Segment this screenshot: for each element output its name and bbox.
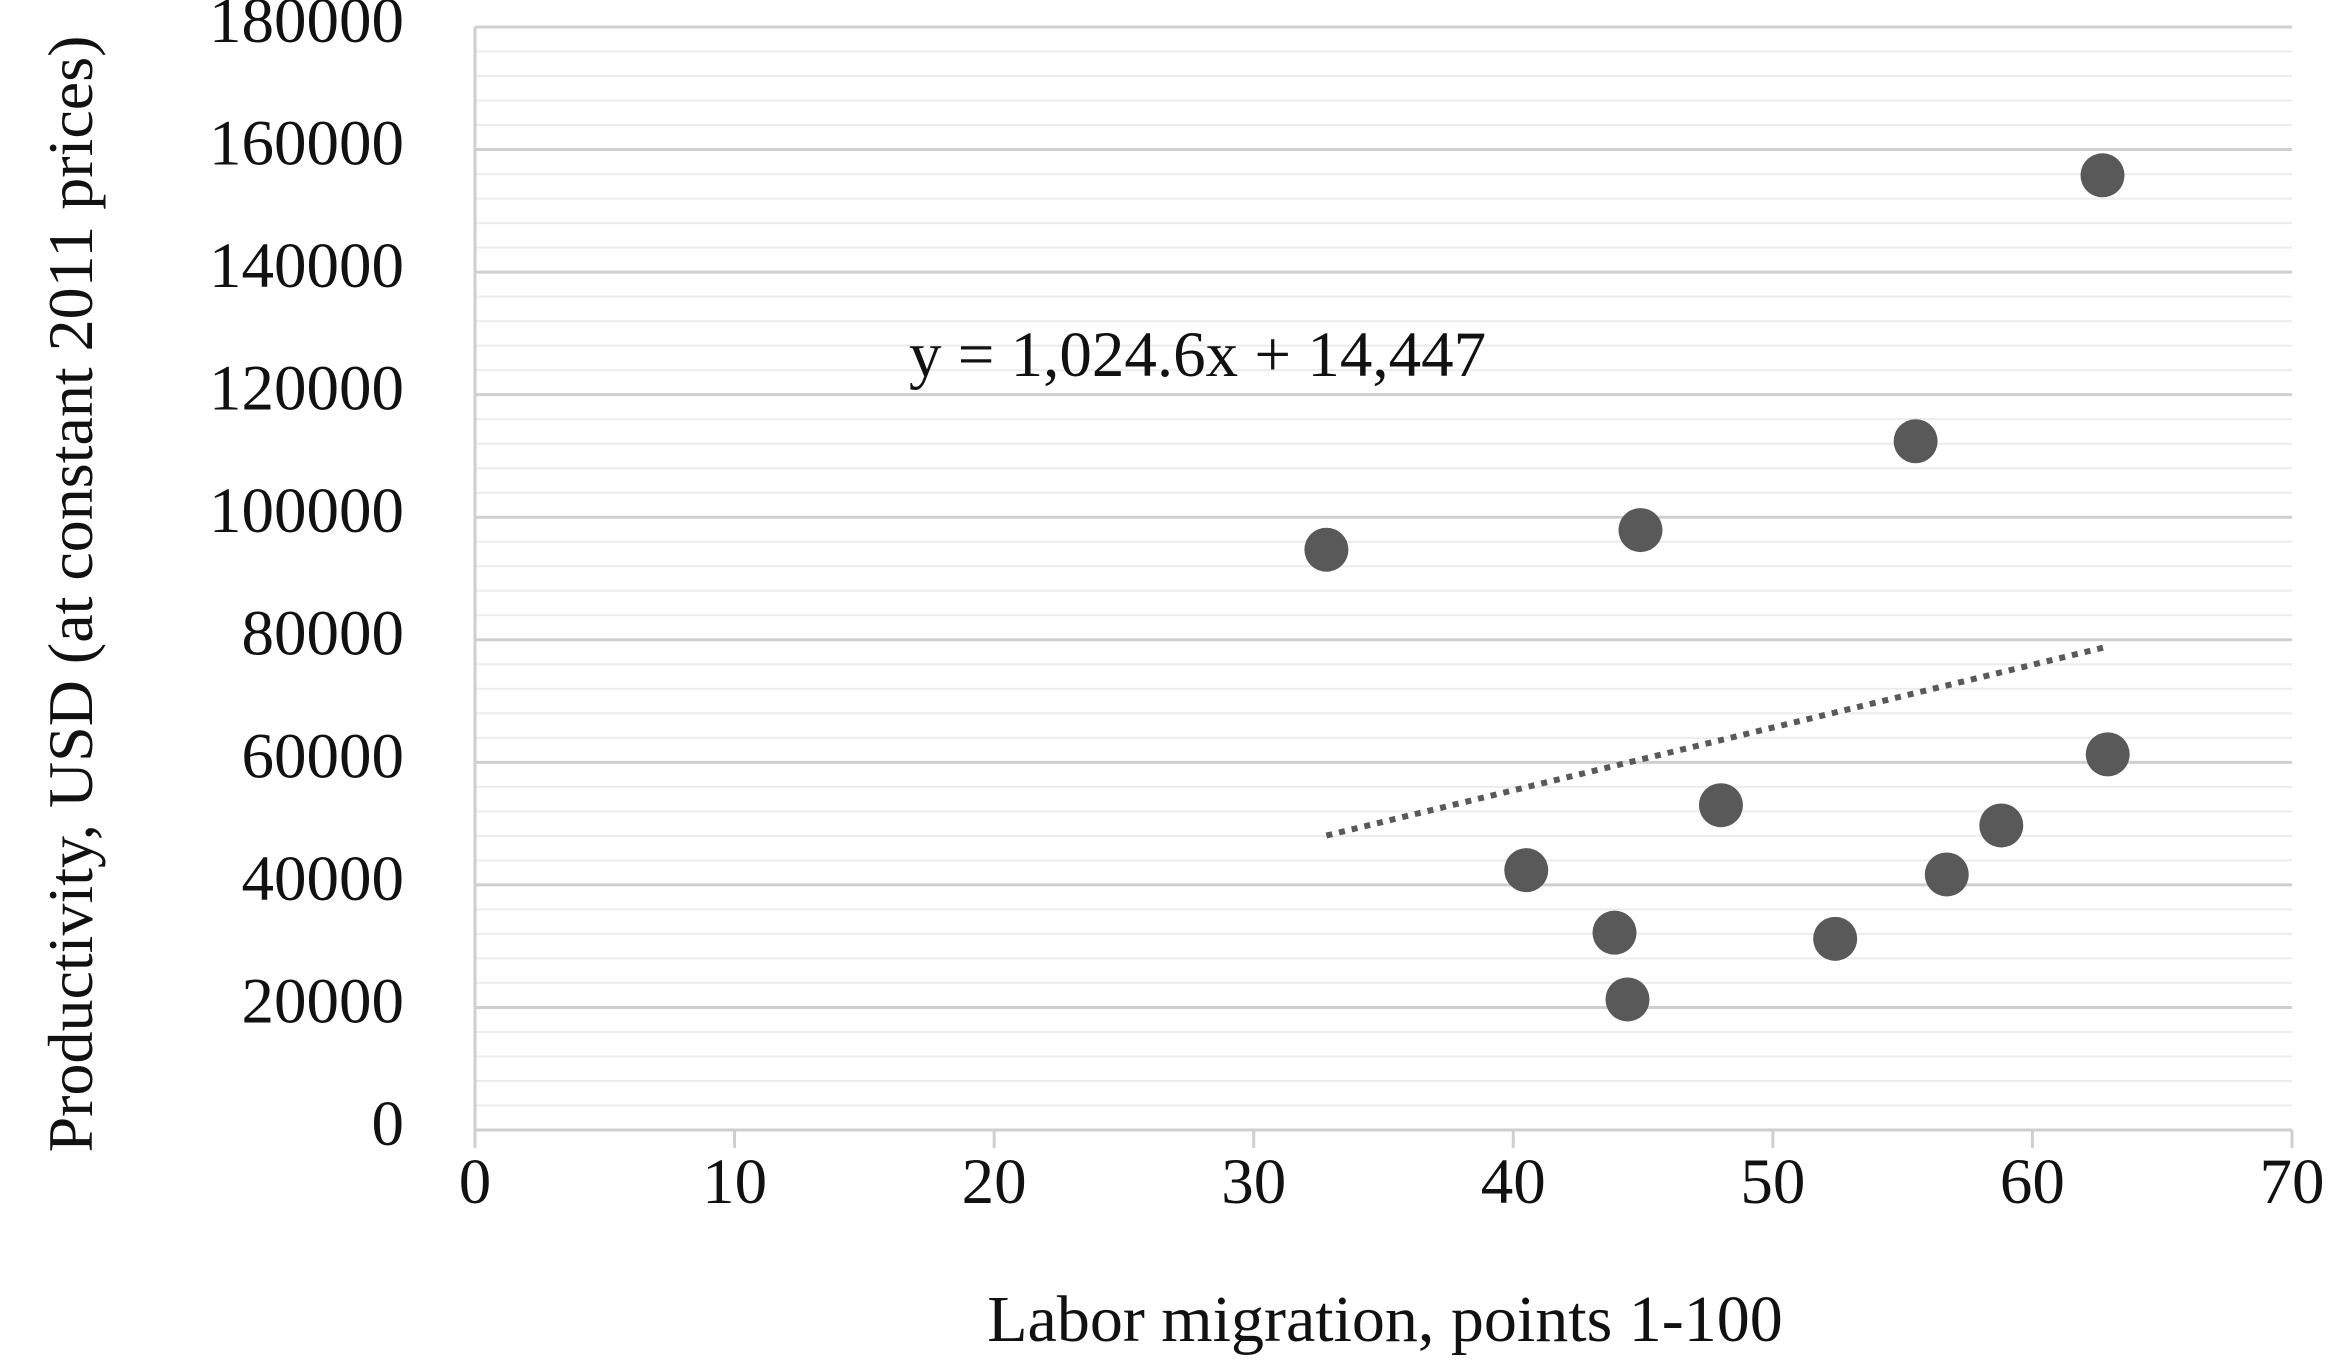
y-tick-label: 20000 (242, 965, 405, 1037)
point (1813, 916, 1858, 961)
x-tick-label: 60 (2000, 1146, 2065, 1218)
y-tick-label: 100000 (209, 475, 404, 547)
point (1605, 977, 1650, 1022)
x-tick-label: 0 (459, 1146, 492, 1218)
x-tick-label: 50 (1740, 1146, 1805, 1218)
y-axis-title: Productivity, USD (at constant 2011 pric… (35, 35, 106, 1153)
y-tick-label: 80000 (242, 598, 405, 670)
y-tick-label: 0 (372, 1088, 405, 1160)
y-tick-label: 140000 (209, 230, 404, 302)
point (1304, 527, 1349, 572)
x-tick-label: 10 (702, 1146, 767, 1218)
point (1618, 508, 1663, 553)
point (1924, 852, 1969, 897)
point (2080, 153, 2125, 198)
y-tick-label: 60000 (242, 720, 405, 792)
x-axis-title: Labor migration, points 1-100 (987, 1283, 1783, 1356)
y-tick-label: 120000 (209, 353, 404, 425)
point (1592, 910, 1637, 955)
y-tick-label: 160000 (209, 107, 404, 179)
point (1979, 803, 2024, 848)
point (1698, 783, 1743, 828)
x-tick-label: 30 (1221, 1146, 1286, 1218)
point (1504, 848, 1549, 893)
x-tick-label: 20 (962, 1146, 1027, 1218)
y-tick-label: 40000 (242, 843, 405, 915)
trendline (1325, 643, 2109, 839)
y-tick-label: 180000 (209, 0, 404, 57)
trendline-equation: y = 1,024.6x + 14,447 (909, 319, 1486, 391)
point (2085, 732, 2130, 777)
x-tick-label: 70 (2260, 1146, 2325, 1218)
x-tick-label: 40 (1481, 1146, 1546, 1218)
point (1893, 419, 1938, 464)
